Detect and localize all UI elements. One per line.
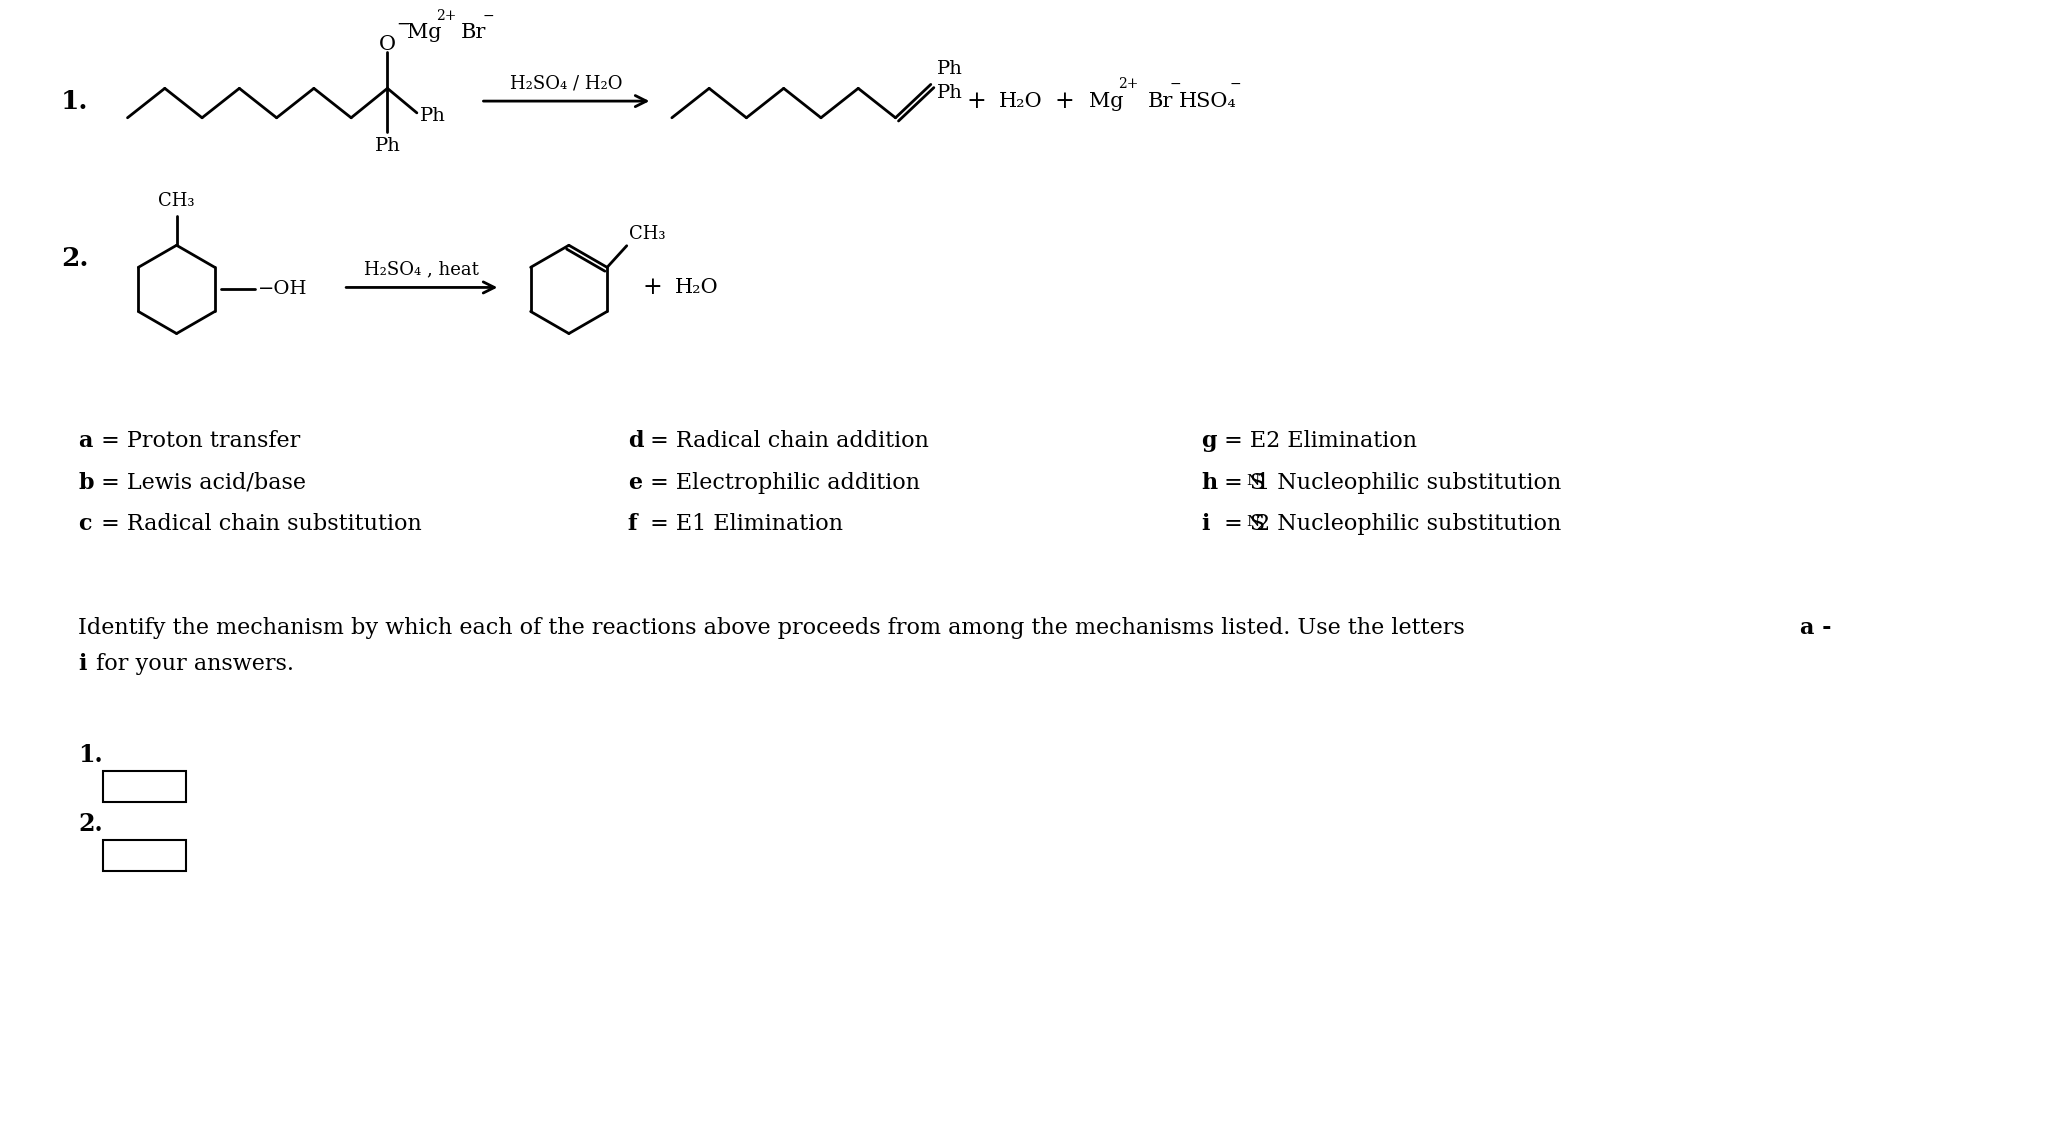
Text: = Proton transfer: = Proton transfer [94,430,301,453]
Text: Mg: Mg [1088,92,1123,111]
Text: H₂SO₄ / H₂O: H₂SO₄ / H₂O [509,75,622,93]
Text: Br: Br [460,23,487,42]
Text: h: h [1201,472,1217,494]
Text: Ph: Ph [937,84,962,102]
Text: Ph: Ph [374,137,401,155]
Text: 2 Nucleophilic substitution: 2 Nucleophilic substitution [1256,513,1561,534]
Text: 2+: 2+ [1117,77,1138,92]
Text: 2.: 2. [61,246,88,271]
Text: i: i [78,653,86,675]
Text: = S: = S [1217,472,1264,494]
Text: 1 Nucleophilic substitution: 1 Nucleophilic substitution [1256,472,1561,494]
Text: Ph: Ph [419,106,446,125]
Text: Mg: Mg [407,23,442,42]
Text: = Radical chain addition: = Radical chain addition [642,430,929,453]
Bar [102,771,186,803]
Text: = Lewis acid/base: = Lewis acid/base [94,472,307,494]
Text: 1.: 1. [78,744,102,767]
Text: = S: = S [1217,513,1264,534]
Text: +: + [642,276,663,299]
Text: f: f [628,513,636,534]
Text: Ph: Ph [937,60,962,78]
Text: O: O [379,35,397,53]
Text: −OH: −OH [258,281,307,299]
Text: +: + [966,89,986,112]
Text: 2.: 2. [78,812,102,835]
Text: 1.: 1. [61,88,88,113]
Text: H₂O: H₂O [998,92,1041,111]
Text: 2+: 2+ [436,9,456,23]
Text: for your answers.: for your answers. [90,653,295,675]
Text: = Electrophilic addition: = Electrophilic addition [642,472,921,494]
Text: +: + [1054,89,1074,112]
Text: H₂SO₄ , heat: H₂SO₄ , heat [364,260,479,278]
Text: Identify the mechanism by which each of the reactions above proceeds from among : Identify the mechanism by which each of … [78,617,1473,638]
Text: H₂O: H₂O [675,278,718,297]
Text: e: e [628,472,642,494]
Text: −: − [483,9,495,23]
Text: −: − [1230,77,1242,92]
Text: N: N [1246,473,1260,488]
Text: −: − [1168,77,1181,92]
Text: b: b [78,472,94,494]
Text: = Radical chain substitution: = Radical chain substitution [94,513,421,534]
Text: i: i [1201,513,1209,534]
Text: = E1 Elimination: = E1 Elimination [642,513,843,534]
Text: c: c [78,513,92,534]
Bar [102,840,186,871]
Text: CH₃: CH₃ [158,192,194,211]
Text: −: − [397,16,409,33]
Text: g: g [1201,430,1217,453]
Text: a -: a - [1800,617,1831,638]
Text: a: a [78,430,92,453]
Text: d: d [628,430,642,453]
Text: = E2 Elimination: = E2 Elimination [1217,430,1418,453]
Text: Br: Br [1148,92,1172,111]
Text: HSO₄: HSO₄ [1178,92,1236,111]
Text: N: N [1246,515,1260,529]
Text: CH₃: CH₃ [628,225,665,243]
